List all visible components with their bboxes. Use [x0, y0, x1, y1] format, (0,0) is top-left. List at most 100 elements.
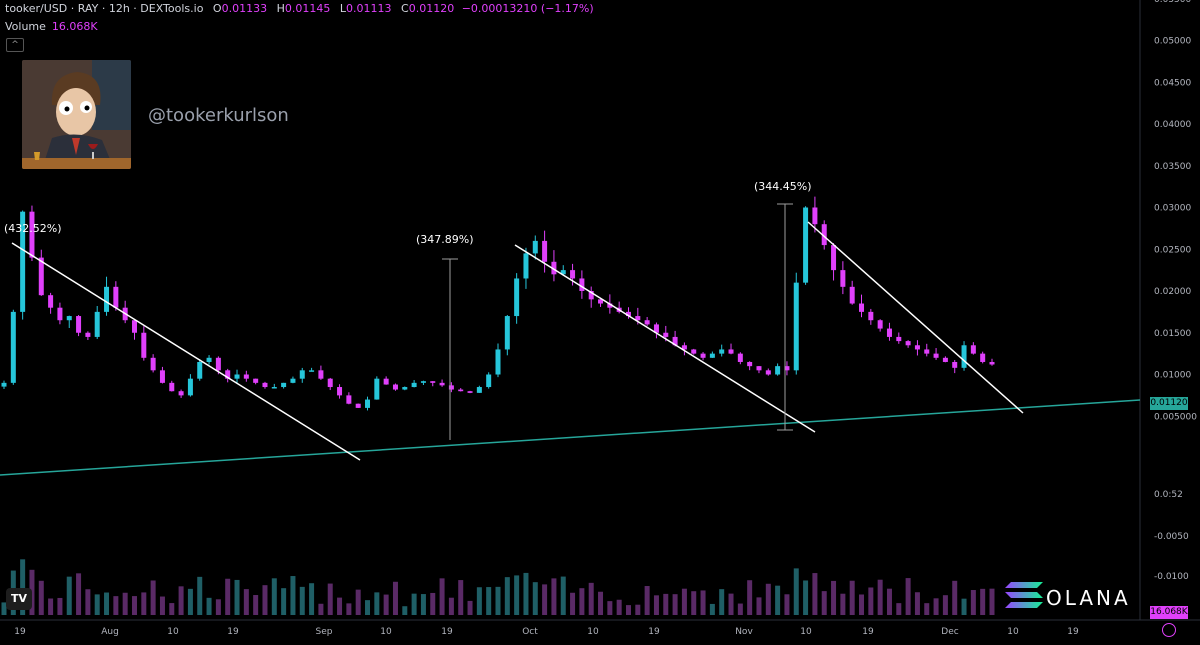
resistance-trendline-1 — [11, 242, 361, 461]
high-value: 0.01145 — [284, 2, 331, 15]
volume-bar — [281, 588, 287, 615]
volume-bar — [709, 603, 715, 615]
volume-bar — [411, 593, 417, 615]
candle-body — [243, 374, 249, 379]
x-tick-label: 10 — [380, 627, 392, 637]
volume-axis-tick: 0.0:52 — [1154, 490, 1183, 500]
gain-annotation-1: (432.52%) — [4, 222, 62, 235]
volume-bar — [821, 591, 827, 615]
volume-bar — [355, 589, 361, 615]
volume-bar — [728, 593, 734, 615]
volume-bar — [253, 595, 259, 615]
candle-body — [831, 245, 837, 271]
support-trendline — [0, 399, 1141, 476]
volume-bar — [327, 583, 333, 615]
volume-bar — [150, 580, 156, 615]
volume-bar — [439, 578, 445, 615]
volume-bar — [719, 589, 725, 615]
candle-body — [337, 387, 343, 396]
volume-bar — [886, 588, 892, 615]
candle-body — [905, 341, 911, 346]
volume-bar — [775, 585, 781, 615]
volume-bar — [20, 559, 26, 615]
x-tick-label: 10 — [1007, 627, 1019, 637]
volume-bar — [38, 580, 44, 615]
volume-bar — [756, 597, 762, 615]
high-label: H — [276, 2, 285, 15]
x-tick-label: 19 — [1067, 627, 1079, 637]
volume-bar — [849, 580, 855, 615]
candle-body — [430, 381, 436, 383]
volume-bar — [653, 595, 659, 615]
candle-body — [206, 357, 212, 362]
y-tick-label: 0.04500 — [1154, 78, 1191, 88]
candle-body — [85, 332, 91, 337]
volume-axis-tick: -0.0050 — [1154, 532, 1189, 542]
candle-body — [402, 387, 408, 390]
volume-bar — [672, 594, 678, 615]
volume-bar — [952, 580, 958, 615]
volume-bar — [262, 585, 268, 615]
candle-body — [653, 324, 659, 333]
candle-body — [420, 381, 426, 383]
x-tick-label: Aug — [101, 627, 119, 637]
volume-bar — [914, 592, 920, 615]
x-tick-label: Nov — [735, 627, 753, 637]
volume-bar — [588, 582, 594, 615]
candle-body — [942, 357, 948, 362]
volume-bar — [48, 598, 54, 615]
volume-bar — [532, 582, 538, 615]
volume-axis-tick: -0.0100 — [1154, 572, 1189, 582]
symbol-title[interactable]: tooker/USD · RAY · 12h · DEXTools.io — [5, 2, 204, 15]
candle-body — [980, 353, 986, 362]
candle-body — [29, 211, 35, 258]
volume-bar — [486, 587, 492, 615]
candle-body — [523, 253, 529, 279]
volume-bar — [579, 588, 585, 615]
candle-body — [896, 336, 902, 342]
candle-body — [392, 384, 398, 390]
y-tick-label: 0.02500 — [1154, 245, 1191, 255]
volume-bar — [402, 606, 408, 615]
settings-icon[interactable] — [1162, 623, 1176, 637]
change-value: −0.00013210 (−1.17%) — [461, 2, 594, 15]
volume-bar — [942, 595, 948, 615]
candle-body — [504, 316, 510, 350]
candle-body — [104, 286, 110, 312]
collapse-legend-button[interactable]: ^ — [6, 38, 24, 52]
candle-body — [700, 353, 706, 358]
volume-bar — [523, 572, 529, 615]
candle-body — [709, 353, 715, 358]
volume-bar — [476, 587, 482, 615]
y-tick-label: 0.01000 — [1154, 371, 1191, 381]
volume-bar — [243, 589, 249, 615]
candle-body — [1, 382, 7, 387]
volume-bar — [1, 602, 7, 615]
y-tick-label: 0.02000 — [1154, 287, 1191, 297]
volume-bar — [868, 587, 874, 615]
volume-value: 16.068K — [51, 20, 98, 33]
candle-body — [38, 257, 44, 296]
x-tick-label: 19 — [227, 627, 239, 637]
volume-bar — [374, 592, 380, 615]
resistance-trendline-2 — [514, 244, 816, 433]
candle-body — [812, 207, 818, 225]
candle-body — [663, 332, 669, 337]
candle-body — [48, 295, 54, 308]
candle-body — [309, 370, 315, 372]
volume-bar — [812, 573, 818, 615]
volume-bar — [598, 591, 604, 615]
symbol-header: tooker/USD · RAY · 12h · DEXTools.io O0.… — [5, 2, 594, 15]
volume-bar — [905, 578, 911, 615]
tradingview-logo[interactable]: TV — [6, 588, 32, 610]
candle-body — [933, 353, 939, 358]
low-value: 0.01113 — [346, 2, 392, 15]
volume-bar — [131, 596, 137, 615]
candle-body — [486, 374, 492, 388]
low-label: L — [339, 2, 347, 15]
volume-label[interactable]: Volume — [5, 20, 46, 33]
candle-body — [495, 349, 501, 375]
volume-bar — [542, 584, 548, 615]
close-label: C — [401, 2, 409, 15]
